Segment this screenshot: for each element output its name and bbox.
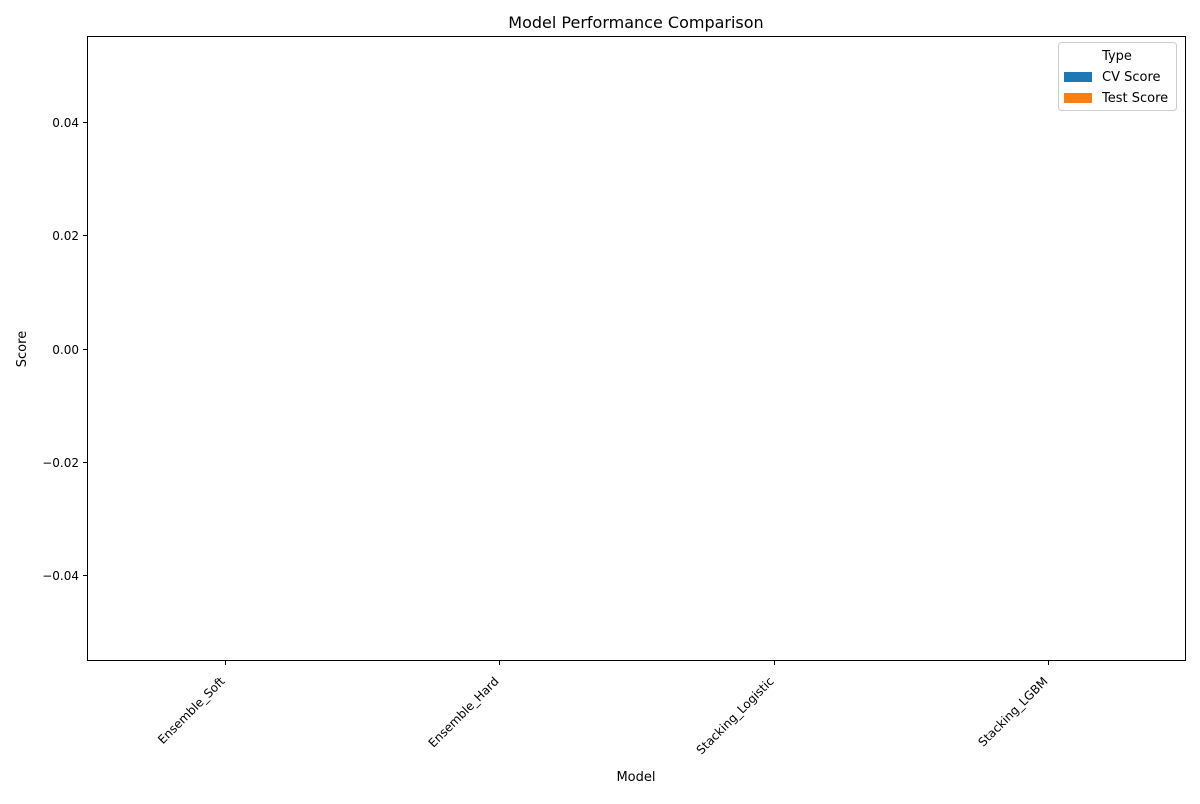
legend-title: Type <box>1101 49 1132 64</box>
chart-title: Model Performance Comparison <box>508 13 763 32</box>
plot-frame <box>87 36 1186 661</box>
y-tick-label: −0.04 <box>42 569 79 583</box>
x-axis-label: Model <box>616 770 655 785</box>
y-tick-label: 0.02 <box>52 229 79 243</box>
legend-label-cv-score: CV Score <box>1102 70 1161 85</box>
legend: Type CV Score Test Score <box>1058 42 1177 111</box>
legend-swatch-cv-score <box>1064 72 1092 82</box>
y-tick-label: 0.00 <box>52 343 79 357</box>
legend-label-test-score: Test Score <box>1101 91 1168 106</box>
y-tick-label: −0.02 <box>42 456 79 470</box>
y-axis: −0.04 −0.02 0.00 0.02 0.04 <box>42 116 88 583</box>
legend-swatch-test-score <box>1064 93 1092 103</box>
y-tick-label: 0.04 <box>52 116 79 130</box>
y-axis-label: Score <box>15 331 30 367</box>
